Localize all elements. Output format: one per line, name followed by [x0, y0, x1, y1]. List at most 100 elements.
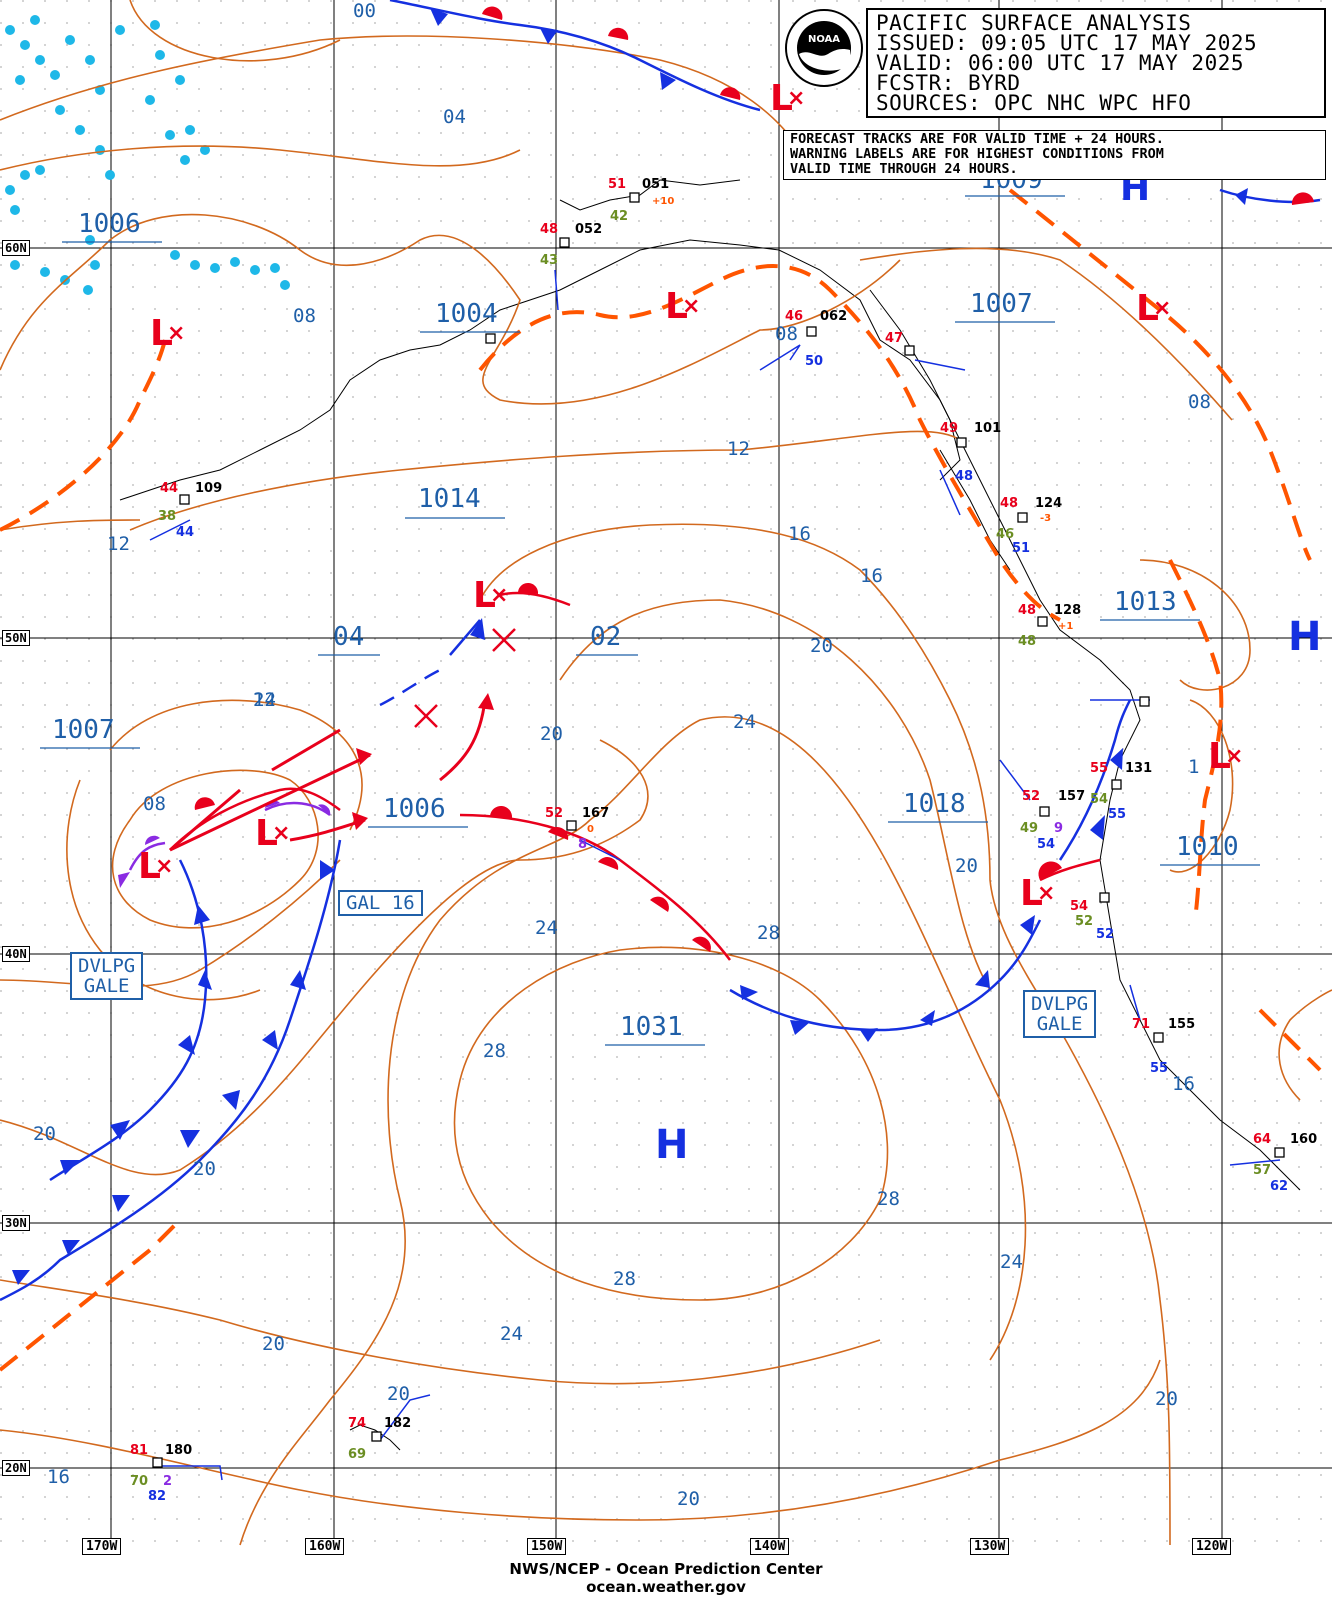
low-center-far-e: L× — [1208, 736, 1243, 777]
isobar-label: 08 — [293, 305, 316, 327]
pressure-label: 04 — [333, 622, 364, 652]
svg-text:54: 54 — [1070, 899, 1088, 914]
svg-text:-3: -3 — [1040, 513, 1051, 524]
note-line: VALID TIME THROUGH 24 HOURS. — [790, 161, 1018, 177]
isobar-label: 20 — [677, 1488, 700, 1510]
pressure-label: 1004 — [435, 299, 498, 329]
station-160: 64 160 57 62 — [1253, 1132, 1317, 1194]
isobar-label: 08 — [1188, 391, 1211, 413]
svg-text:NOAA: NOAA — [808, 34, 840, 45]
warning-line: GALE — [1036, 1013, 1083, 1035]
svg-text:L: L — [1208, 736, 1231, 777]
sources: SOURCES: OPC NHC WPC HFO — [876, 91, 1192, 115]
pressure-label: 1006 — [78, 209, 141, 239]
svg-text:L: L — [138, 846, 161, 887]
svg-text:8: 8 — [578, 837, 587, 852]
troughs — [0, 188, 1322, 1372]
svg-text:×: × — [682, 294, 700, 319]
svg-text:47: 47 — [885, 331, 903, 346]
analysis-title: PACIFIC SURFACE ANALYSIS — [876, 11, 1192, 35]
isobar-label: 24 — [253, 689, 276, 711]
svg-text:101: 101 — [974, 421, 1001, 436]
footer-credit: NWS/NCEP - Ocean Prediction Center — [509, 1560, 823, 1578]
isobar-label: 28 — [757, 922, 780, 944]
station-051: 51 051 42 +10 — [608, 177, 674, 224]
svg-text:49: 49 — [940, 421, 958, 436]
svg-text:×: × — [272, 821, 290, 846]
isobar-label: 20 — [193, 1158, 216, 1180]
high-center-east: H — [1288, 614, 1321, 660]
graticule — [0, 0, 1332, 1545]
svg-text:44: 44 — [160, 481, 178, 496]
svg-text:9: 9 — [1054, 821, 1063, 836]
isobar-label: 20 — [810, 635, 833, 657]
isobar-labels: 00 04 08 08 08 12 12 16 16 20 20 24 24 2… — [33, 0, 1211, 1510]
isobar-label: 20 — [262, 1333, 285, 1355]
valid-time: VALID: 06:00 UTC 17 MAY 2025 — [876, 51, 1245, 75]
svg-text:70: 70 — [130, 1474, 148, 1489]
isobar-label: 16 — [860, 565, 883, 587]
svg-text:54: 54 — [1037, 837, 1055, 852]
svg-text:L: L — [1020, 873, 1043, 914]
svg-text:52: 52 — [1022, 789, 1040, 804]
low-center-topcoast: L× — [770, 78, 805, 119]
isobar-label: 24 — [733, 711, 756, 733]
pressure-label: 1018 — [903, 789, 966, 819]
svg-text:52: 52 — [1096, 927, 1114, 942]
isobar-label: 20 — [540, 723, 563, 745]
svg-text:48: 48 — [540, 222, 558, 237]
occluded-fronts — [118, 800, 331, 888]
station-167: 52 167 0 8 — [545, 806, 609, 852]
isobar-label: 20 — [33, 1123, 56, 1145]
low-center-w1: L× — [138, 846, 173, 887]
svg-text:051: 051 — [642, 177, 669, 192]
station-131: 55 131 54 55 — [1090, 761, 1152, 822]
svg-text:×: × — [155, 854, 173, 879]
svg-text:+10: +10 — [652, 196, 674, 207]
svg-text:48: 48 — [955, 469, 973, 484]
station-128: 48 128 48 +1 — [1018, 603, 1081, 649]
station-062: 46 062 50 — [785, 309, 847, 369]
low-pressure-centers: L× L× L× L× L× L× L× L× L× — [138, 78, 1243, 914]
svg-text:38: 38 — [158, 509, 176, 524]
isobar-label: 24 — [500, 1323, 523, 1345]
svg-text:0: 0 — [587, 824, 594, 835]
isobar-label: 24 — [1000, 1251, 1023, 1273]
svg-text:L: L — [1136, 288, 1159, 329]
warning-label: DVLPG GALE — [70, 952, 144, 1000]
footer-url[interactable]: ocean.weather.gov — [586, 1578, 746, 1596]
pressure-label: 1013 — [1114, 587, 1177, 617]
isobar-label: 20 — [1155, 1388, 1178, 1410]
pressure-label: 1007 — [970, 289, 1033, 319]
svg-text:×: × — [1225, 744, 1243, 769]
svg-text:69: 69 — [348, 1447, 366, 1462]
svg-text:167: 167 — [582, 806, 609, 821]
pressure-label: 1007 — [52, 715, 115, 745]
svg-text:109: 109 — [195, 481, 222, 496]
svg-text:×: × — [787, 86, 805, 111]
station-109: 44 109 38 44 — [158, 481, 222, 540]
pressure-label: 1031 — [620, 1012, 683, 1042]
svg-text:155: 155 — [1168, 1017, 1195, 1032]
longitude-label: 150W — [527, 1538, 567, 1555]
pressure-label: 1006 — [383, 794, 446, 824]
svg-text:124: 124 — [1035, 496, 1062, 511]
svg-text:+1: +1 — [1058, 621, 1073, 632]
isobar-label: 00 — [353, 0, 376, 22]
low-center-gulf: L× — [473, 575, 508, 616]
station-124: 48 124 46 -3 51 — [996, 496, 1062, 556]
svg-text:71: 71 — [1132, 1017, 1150, 1032]
svg-text:46: 46 — [785, 309, 803, 324]
latitude-label: 60N — [2, 240, 30, 256]
station-182: 74 182 69 — [348, 1416, 411, 1462]
low-center-e: L× — [1020, 873, 1055, 914]
svg-text:L: L — [665, 286, 688, 327]
svg-text:160: 160 — [1290, 1132, 1317, 1147]
svg-text:180: 180 — [165, 1443, 192, 1458]
latitude-label: 30N — [2, 1215, 30, 1231]
pressure-label: 1010 — [1176, 832, 1239, 862]
isobar-label: 20 — [955, 855, 978, 877]
longitude-label: 170W — [82, 1538, 122, 1555]
isobar-label: 12 — [107, 533, 130, 555]
warning-line: DVLPG — [1031, 993, 1089, 1015]
